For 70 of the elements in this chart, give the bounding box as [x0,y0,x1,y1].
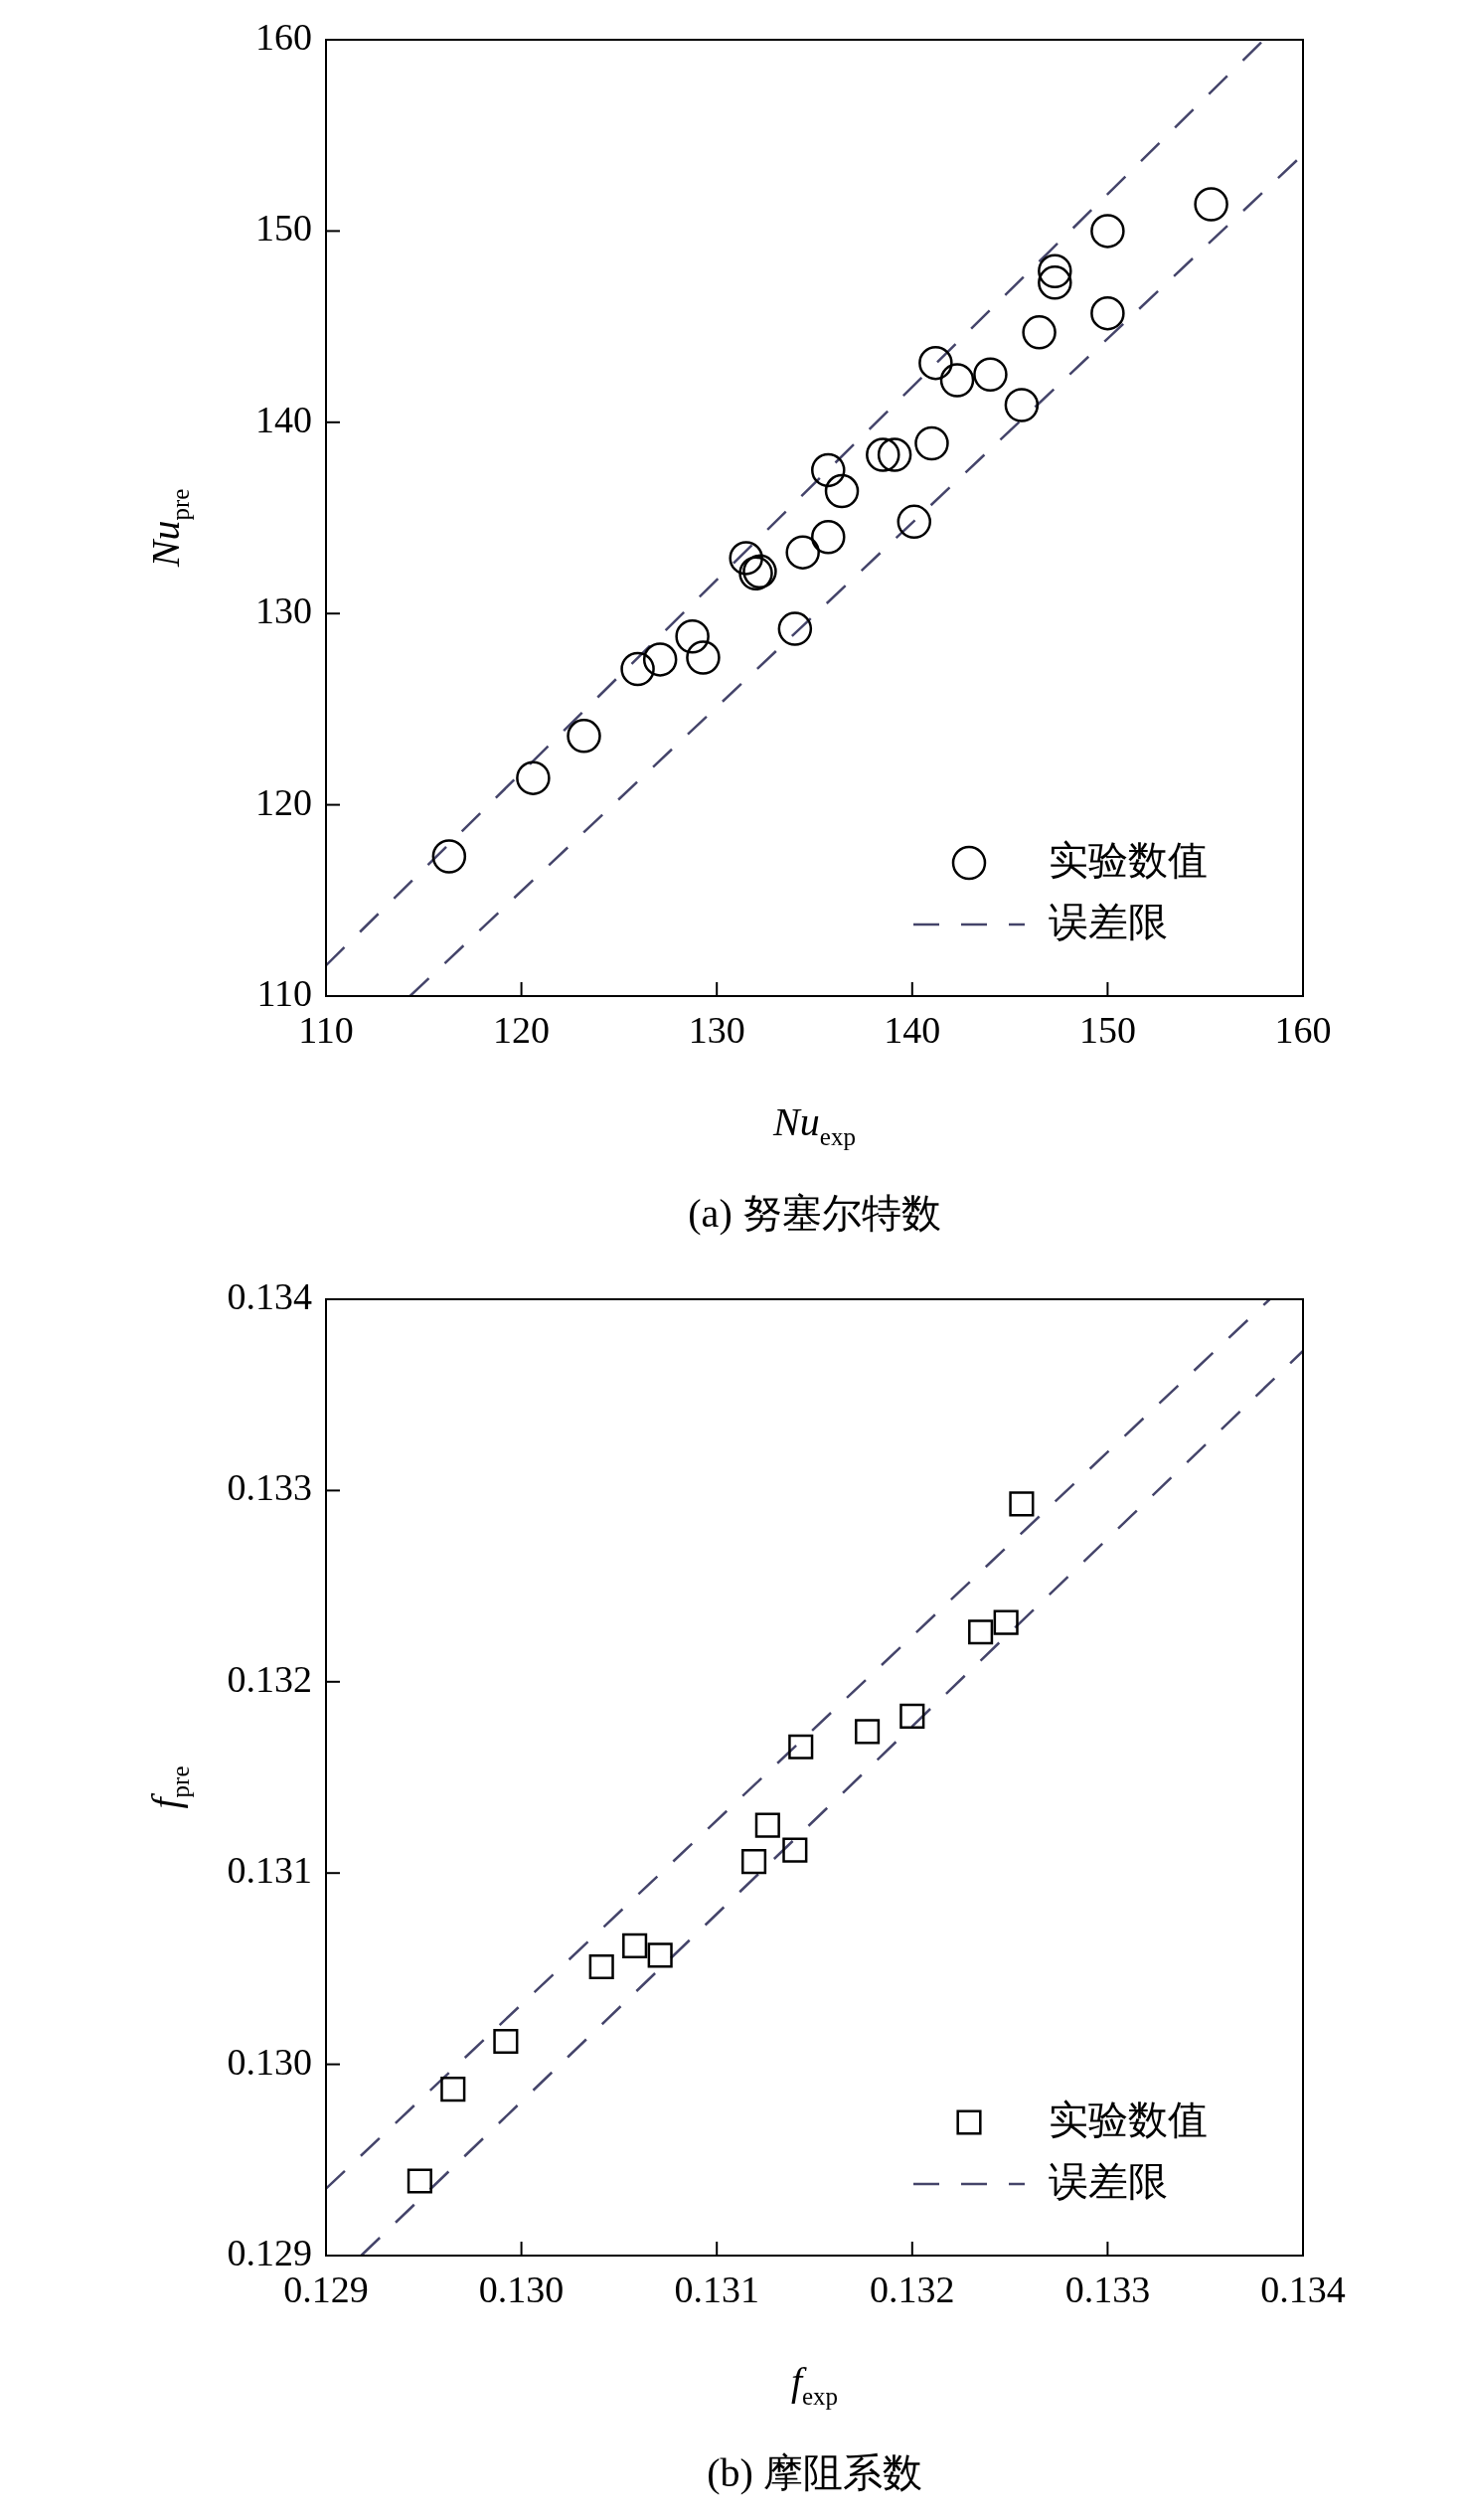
point [1004,388,1040,422]
point [407,2168,432,2194]
point [788,1734,814,1760]
point [777,611,813,646]
y-tick-label: 0.134 [227,1274,312,1317]
point [567,719,601,754]
point [973,357,1008,392]
point [440,2077,466,2102]
y-axis-title: Nupre [143,488,194,569]
x-tick-label: 0.131 [674,2268,759,2310]
point [811,519,846,555]
point [740,1849,767,1875]
point [877,437,912,472]
y-tick-label: 130 [255,589,312,632]
legend-label: 误差限 [1049,2158,1168,2204]
point [1022,315,1057,350]
point [431,839,467,874]
y-tick-label: 120 [255,780,312,823]
x-tick-label: 0.130 [478,2268,565,2310]
point [896,504,932,540]
point [754,1812,780,1838]
point [824,473,860,509]
x-tick-label: 0.134 [1260,2268,1346,2310]
x-tick-label: 0.132 [870,2268,955,2310]
point [968,1619,994,1645]
point [588,1953,614,1980]
point [899,1703,925,1729]
y-tick-label: 0.131 [227,1849,312,1892]
point [1090,214,1125,249]
point [939,363,975,398]
x-tick-label: 160 [1274,1008,1332,1051]
point [918,345,953,381]
point [686,640,721,675]
legend-label: 实验数值 [1049,2097,1208,2142]
point [1038,265,1072,300]
point [675,619,710,654]
point [642,642,678,677]
text: (a) 努塞尔特数 [688,1191,941,1236]
point [993,1609,1019,1635]
point [785,535,820,570]
point [1194,187,1228,222]
x-tick-label: 120 [493,1008,551,1051]
legend-label: 实验数值 [1049,837,1208,883]
x-tick-label: 150 [1078,1008,1136,1051]
point [811,452,846,488]
point [620,651,655,687]
point [782,1837,808,1863]
legend-label: 误差限 [1049,899,1168,944]
point [1090,295,1125,331]
point [1009,1491,1035,1517]
point [647,1942,673,1968]
point [729,541,763,576]
y-tick-label: 0.130 [227,2040,312,2083]
y-tick-label: 150 [255,207,312,250]
y-tick-label: 0.133 [227,1466,312,1509]
y-tick-label: 0.132 [227,1657,312,1700]
x-tick-label: 130 [688,1008,745,1051]
text: (b) 摩阻系数 [707,2450,922,2495]
y-tick-label: 140 [255,398,312,440]
y-tick-label: 160 [255,15,312,58]
point [866,437,900,472]
x-tick-label: 0.133 [1064,2268,1151,2310]
point [914,425,949,461]
x-tick-label: 140 [884,1008,941,1051]
point [855,1719,881,1745]
y-axis-title: fpre [143,1765,194,1809]
point [516,760,551,795]
point [493,2028,519,2055]
point [622,1932,648,1958]
point [1038,253,1072,289]
